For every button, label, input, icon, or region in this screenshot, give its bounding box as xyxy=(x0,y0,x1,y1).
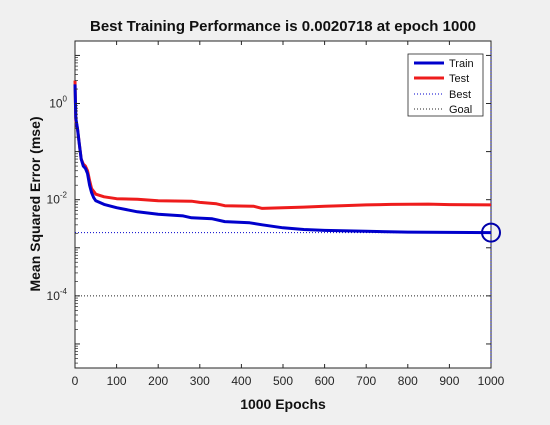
x-tick-label: 100 xyxy=(107,374,127,388)
x-tick-label: 700 xyxy=(356,374,376,388)
x-tick-label: 500 xyxy=(273,374,293,388)
chart-title: Best Training Performance is 0.0020718 a… xyxy=(90,18,476,35)
x-tick-label: 400 xyxy=(231,374,251,388)
legend-label-best: Best xyxy=(449,89,471,101)
legend-label-train: Train xyxy=(449,58,474,70)
x-tick-label: 0 xyxy=(72,374,79,388)
x-axis-label: 1000 Epochs xyxy=(240,396,326,412)
x-tick-label: 1000 xyxy=(478,374,505,388)
legend-label-goal: Goal xyxy=(449,104,472,116)
y-axis-label: Mean Squared Error (mse) xyxy=(27,116,43,291)
x-tick-label: 200 xyxy=(148,374,168,388)
x-tick-label: 800 xyxy=(398,374,418,388)
x-tick-label: 600 xyxy=(315,374,335,388)
x-tick-label: 300 xyxy=(190,374,210,388)
legend: Train Test Best Goal xyxy=(408,54,483,116)
legend-label-test: Test xyxy=(449,73,469,85)
x-tick-label: 900 xyxy=(439,374,459,388)
